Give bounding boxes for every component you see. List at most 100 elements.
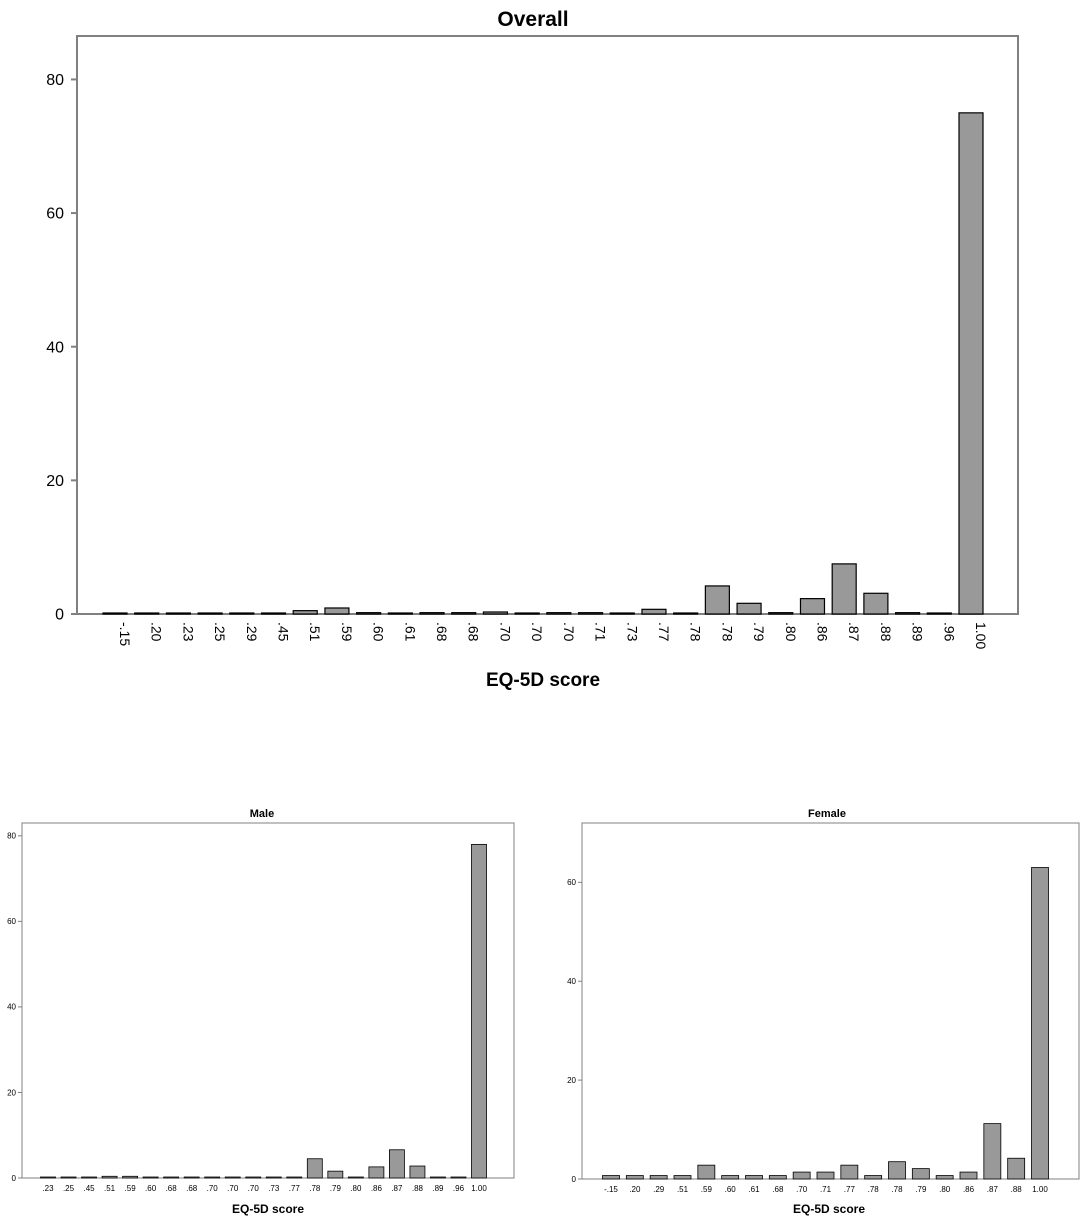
bar — [286, 1176, 303, 1179]
x-tick-label: .68 — [166, 1184, 178, 1193]
female-chart: Female 0 20 40 60 -.15 .20 .29 .51 .59 .60 .61 .68… — [567, 808, 1080, 1216]
x-tick-label: .70 — [227, 1184, 239, 1193]
x-tick-label: .45 — [276, 622, 292, 642]
y-tick-label: 0 — [572, 1175, 577, 1184]
overall-chart: Overall 0 20 40 60 80 -.15 .20 .23 .25 .29 .45 .51… — [46, 8, 1019, 691]
bar — [577, 612, 604, 615]
bar — [306, 1158, 323, 1179]
x-tick-label: .88 — [1011, 1185, 1023, 1194]
bars-group — [40, 843, 487, 1179]
x-tick-label: 1.00 — [973, 622, 989, 649]
x-tick-label: 1.00 — [471, 1184, 487, 1193]
y-axis: 0 20 40 60 — [567, 878, 582, 1184]
x-tick-label: -.15 — [117, 622, 133, 646]
x-tick-label: .23 — [42, 1184, 54, 1193]
x-tick-labels: -.15 .20 .23 .25 .29 .45 .51 .59 .60 .61 .68 .68 .70… — [117, 622, 989, 649]
bars-group — [102, 112, 984, 615]
x-tick-label: .51 — [104, 1184, 116, 1193]
bar — [451, 612, 477, 615]
bar — [224, 1176, 241, 1179]
x-tick-label: .70 — [497, 622, 513, 642]
bar — [450, 1176, 467, 1179]
bar — [60, 1176, 77, 1179]
bar — [864, 1175, 883, 1180]
plot-frame — [76, 35, 1019, 615]
bar — [514, 612, 540, 615]
x-tick-label: .68 — [772, 1185, 784, 1194]
bar — [721, 1175, 740, 1180]
x-tick-label: .70 — [207, 1184, 219, 1193]
bar — [81, 1176, 97, 1179]
bar — [697, 1164, 716, 1180]
x-tick-label: .60 — [145, 1184, 157, 1193]
x-tick-label: .70 — [529, 622, 545, 642]
x-axis-label: EQ-5D score — [793, 1202, 865, 1216]
y-tick-label: 0 — [55, 607, 64, 624]
x-tick-label: .77 — [289, 1184, 301, 1193]
x-tick-label: .80 — [783, 622, 799, 642]
x-tick-label: .96 — [453, 1184, 465, 1193]
bar — [165, 612, 192, 615]
x-tick-label: .51 — [307, 622, 323, 642]
x-tick-label: .61 — [402, 622, 418, 642]
chart-title: Female — [808, 808, 846, 820]
x-tick-label: .89 — [910, 622, 926, 642]
bar — [602, 1175, 620, 1180]
bar — [324, 607, 350, 615]
bar — [745, 1175, 763, 1180]
y-tick-label: 60 — [567, 878, 576, 887]
bar — [387, 612, 413, 615]
bar — [419, 612, 445, 615]
x-tick-label: .88 — [878, 622, 894, 642]
x-tick-label: .59 — [339, 622, 355, 642]
y-tick-label: 60 — [46, 206, 64, 223]
x-tick-label: .96 — [941, 622, 957, 642]
y-tick-label: 40 — [7, 1003, 16, 1012]
bar — [197, 612, 223, 615]
y-tick-label: 0 — [12, 1174, 17, 1183]
x-tick-label: .20 — [629, 1185, 641, 1194]
x-tick-label: .23 — [180, 622, 196, 642]
x-tick-label: .71 — [593, 622, 609, 642]
bar — [768, 612, 794, 615]
y-tick-label: 80 — [46, 72, 64, 89]
x-axis-label: EQ-5D score — [232, 1202, 304, 1216]
bar — [768, 1175, 787, 1180]
chart-title: Male — [250, 808, 274, 820]
bar — [1031, 867, 1049, 1180]
x-tick-label: .68 — [434, 622, 450, 642]
x-tick-label: .25 — [63, 1184, 75, 1193]
x-tick-label: .79 — [751, 622, 767, 642]
x-tick-label: .78 — [891, 1185, 903, 1194]
x-tick-label: .68 — [466, 622, 482, 642]
chart-title: Overall — [497, 8, 568, 31]
x-tick-label: .88 — [412, 1184, 424, 1193]
x-tick-label: .70 — [796, 1185, 808, 1194]
bar — [799, 598, 826, 615]
y-tick-label: 40 — [46, 339, 64, 356]
x-tick-labels: .23 .25 .45 .51 .59 .60 .68 .68 .70 .70 .70 .73 .77.… — [42, 1184, 487, 1193]
bar — [260, 612, 287, 615]
y-tick-label: 20 — [567, 1076, 576, 1085]
x-tick-label: .86 — [963, 1185, 975, 1194]
x-tick-label: .60 — [725, 1185, 737, 1194]
x-tick-label: .87 — [987, 1185, 999, 1194]
bar — [792, 1171, 811, 1180]
bar — [641, 608, 667, 615]
bar — [888, 1161, 906, 1180]
plot-frame — [581, 822, 1080, 1180]
bar — [292, 610, 318, 615]
x-tick-label: .73 — [624, 622, 640, 642]
bar — [894, 612, 921, 615]
bar — [134, 612, 160, 615]
bar — [122, 1175, 138, 1179]
x-tick-label: -.15 — [604, 1185, 618, 1194]
x-tick-label: .86 — [371, 1184, 383, 1193]
x-tick-label: .59 — [701, 1185, 713, 1194]
y-tick-label: 40 — [567, 977, 576, 986]
bar — [183, 1176, 200, 1179]
x-tick-labels: -.15 .20 .29 .51 .59 .60 .61 .68 .70 .71 .77 .78 .78… — [604, 1185, 1048, 1194]
bar — [1007, 1157, 1026, 1180]
bar — [609, 612, 635, 615]
bar — [983, 1123, 1002, 1180]
